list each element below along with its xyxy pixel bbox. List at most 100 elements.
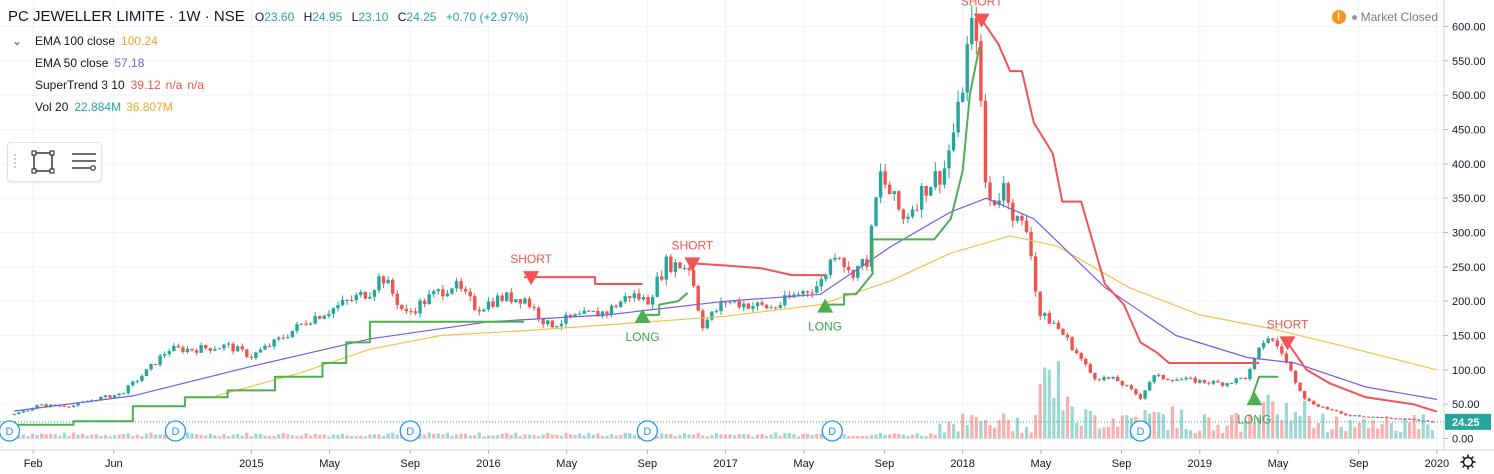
candle-body: [163, 354, 167, 356]
volume-bar: [90, 434, 94, 439]
settings-gear-icon[interactable]: [1460, 454, 1476, 470]
legend-value: n/a: [165, 78, 183, 92]
volume-bar: [541, 434, 545, 439]
candle-body: [231, 343, 235, 352]
candle-body: [30, 408, 35, 411]
candle-body: [240, 346, 244, 350]
collapse-chevron-icon[interactable]: ⌄: [12, 34, 23, 48]
candle-body: [1412, 419, 1416, 421]
volume-bar: [1011, 431, 1015, 439]
candle-body: [1339, 411, 1343, 414]
candle-body: [1353, 415, 1357, 417]
short-signal-label: SHORT: [1267, 317, 1309, 331]
candle-body: [874, 197, 878, 226]
volume-bar: [1376, 428, 1380, 439]
volume-bar: [1389, 423, 1393, 439]
candle-body: [1179, 379, 1184, 381]
volume-bar: [26, 436, 30, 439]
candle-body: [632, 293, 637, 299]
candle-body: [1147, 382, 1152, 391]
symbol-title[interactable]: PC JEWELLER LIMITE · 1W · NSE: [8, 8, 245, 25]
volume-bar: [728, 434, 732, 439]
candle-body: [222, 344, 226, 349]
volume-bar: [254, 433, 258, 439]
volume-bar: [391, 432, 395, 439]
candle-body: [682, 267, 687, 269]
candle-body: [235, 346, 240, 352]
price-axis-label: 550.00: [1452, 56, 1486, 68]
dividend-marker: [164, 420, 187, 442]
candle-body: [71, 405, 76, 407]
volume-bar: [801, 433, 805, 439]
candle-body: [190, 348, 194, 351]
warning-icon[interactable]: !: [1331, 10, 1346, 24]
candle-body: [450, 288, 454, 294]
candle-body: [1371, 416, 1375, 418]
volume-bar: [1220, 432, 1225, 439]
volume-bar: [295, 436, 299, 439]
candle-body: [673, 262, 678, 272]
volume-bar: [559, 435, 564, 439]
time-axis-label: Sep: [638, 458, 658, 470]
market-status: ! Market Closed: [1331, 10, 1438, 24]
candle-body: [181, 347, 185, 353]
volume-bar: [199, 435, 203, 439]
legend-row-ema50[interactable]: EMA 50 close 57.18: [8, 52, 204, 74]
candle-body: [258, 349, 263, 353]
candle-body: [1024, 220, 1029, 232]
rectangle-tool-icon[interactable]: [30, 149, 56, 175]
candle-body: [929, 187, 933, 196]
candle-body: [591, 310, 596, 312]
candle-body: [842, 257, 846, 268]
legend-row-supertrend[interactable]: SuperTrend 3 10 39.12 n/a n/a: [8, 74, 204, 96]
candle-body: [112, 395, 117, 398]
last-price-badge: [1445, 413, 1491, 430]
candle-body: [486, 301, 491, 310]
drag-handle-icon[interactable]: [13, 153, 17, 171]
volume-bar: [687, 434, 691, 439]
volume-bar: [619, 435, 623, 439]
candle-body: [983, 100, 988, 183]
volume-bar: [1211, 430, 1216, 439]
object-tree-icon[interactable]: [70, 149, 98, 175]
legend-row-volume[interactable]: Vol 20 22.884M 36.807M: [8, 96, 204, 118]
volume-bar: [764, 436, 769, 439]
volume-bar: [1307, 416, 1311, 439]
candle-body: [359, 291, 363, 295]
volume-bar: [1202, 414, 1206, 439]
candle-body: [600, 311, 605, 317]
volume-bar: [623, 432, 627, 439]
volume-bar: [769, 434, 773, 439]
high-value: 24.95: [312, 10, 343, 24]
volume-bar: [359, 435, 363, 439]
volume-bar: [1289, 420, 1293, 439]
candle-body: [701, 310, 705, 329]
volume-bar: [1157, 412, 1161, 439]
candle-body: [960, 92, 965, 102]
volume-bar: [432, 433, 436, 439]
candle-body: [504, 292, 509, 301]
symbol-header: PC JEWELLER LIMITE · 1W · NSE O23.60 H24…: [8, 8, 535, 25]
time-axis-label: 2018: [950, 458, 974, 470]
volume-bar: [1120, 415, 1124, 439]
volume-bar: [701, 435, 705, 439]
candle-body: [1403, 418, 1407, 420]
candle-body: [44, 404, 48, 407]
candle-body: [1129, 385, 1134, 390]
supertrend-down-line: [1286, 341, 1438, 413]
candle-body: [655, 276, 659, 297]
volume-bar: [1006, 419, 1010, 439]
candle-body: [99, 396, 103, 401]
volume-bar: [669, 433, 673, 439]
volume-bar: [377, 434, 381, 439]
candle-body: [500, 295, 504, 301]
candle-body: [372, 290, 377, 297]
supertrend-up-line: [14, 320, 524, 426]
supertrend-down-line: [524, 276, 643, 285]
candle-body: [951, 132, 956, 151]
price-axis-label: 500.00: [1452, 90, 1486, 102]
legend-row-ema100[interactable]: ⌄ EMA 100 close 100.24: [8, 30, 204, 52]
candle-body: [618, 301, 623, 308]
